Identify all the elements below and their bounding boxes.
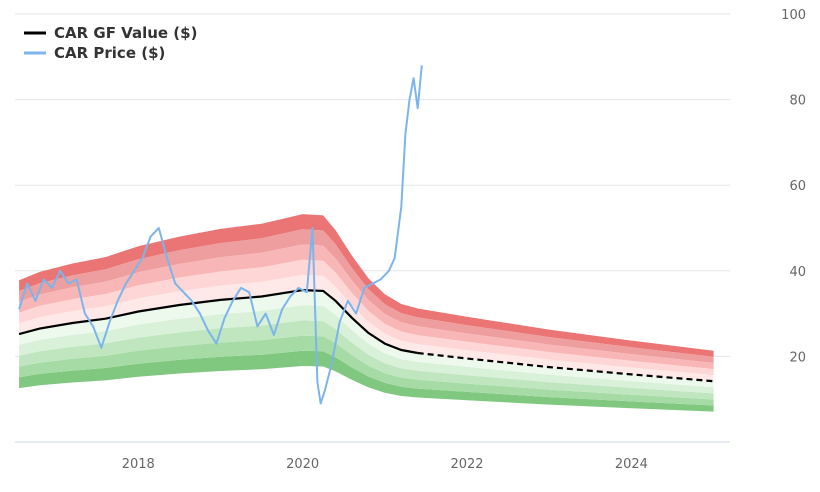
valuation-bands: [19, 214, 714, 412]
y-tick-label: 100: [781, 8, 806, 23]
upper-band-5: [19, 214, 714, 357]
upper-band-4: [19, 229, 714, 363]
legend-item-price[interactable]: CAR Price ($): [24, 44, 165, 62]
upper-band-2: [19, 259, 714, 376]
x-tick-label: 2018: [122, 457, 155, 472]
lower-band-4: [19, 335, 714, 406]
x-tick-label: 2022: [450, 457, 483, 472]
lower-band-5: [19, 350, 714, 412]
y-tick-label: 20: [789, 350, 806, 365]
y-tick-label: 60: [789, 179, 806, 194]
y-tick-label: 80: [789, 94, 806, 109]
x-axis-ticks: 2018 2020 2022 2024: [122, 457, 648, 472]
legend-item-gf-value[interactable]: CAR GF Value ($): [24, 24, 197, 42]
x-tick-label: 2020: [286, 457, 319, 472]
lower-band-1: [19, 290, 714, 388]
lower-band-2: [19, 305, 714, 394]
y-axis-ticks: 20 40 60 80 100: [781, 8, 806, 365]
price-series: [18, 65, 423, 405]
legend-label-price: CAR Price ($): [54, 44, 165, 62]
gf-value-estimate-line: [417, 351, 714, 383]
lower-band-3: [19, 320, 714, 400]
price-line: [18, 65, 423, 405]
legend[interactable]: CAR GF Value ($) CAR Price ($): [24, 24, 197, 62]
legend-label-gf-value: CAR GF Value ($): [54, 24, 197, 42]
y-tick-label: 40: [789, 265, 806, 280]
upper-band-3: [19, 244, 714, 370]
x-tick-label: 2024: [615, 457, 648, 472]
